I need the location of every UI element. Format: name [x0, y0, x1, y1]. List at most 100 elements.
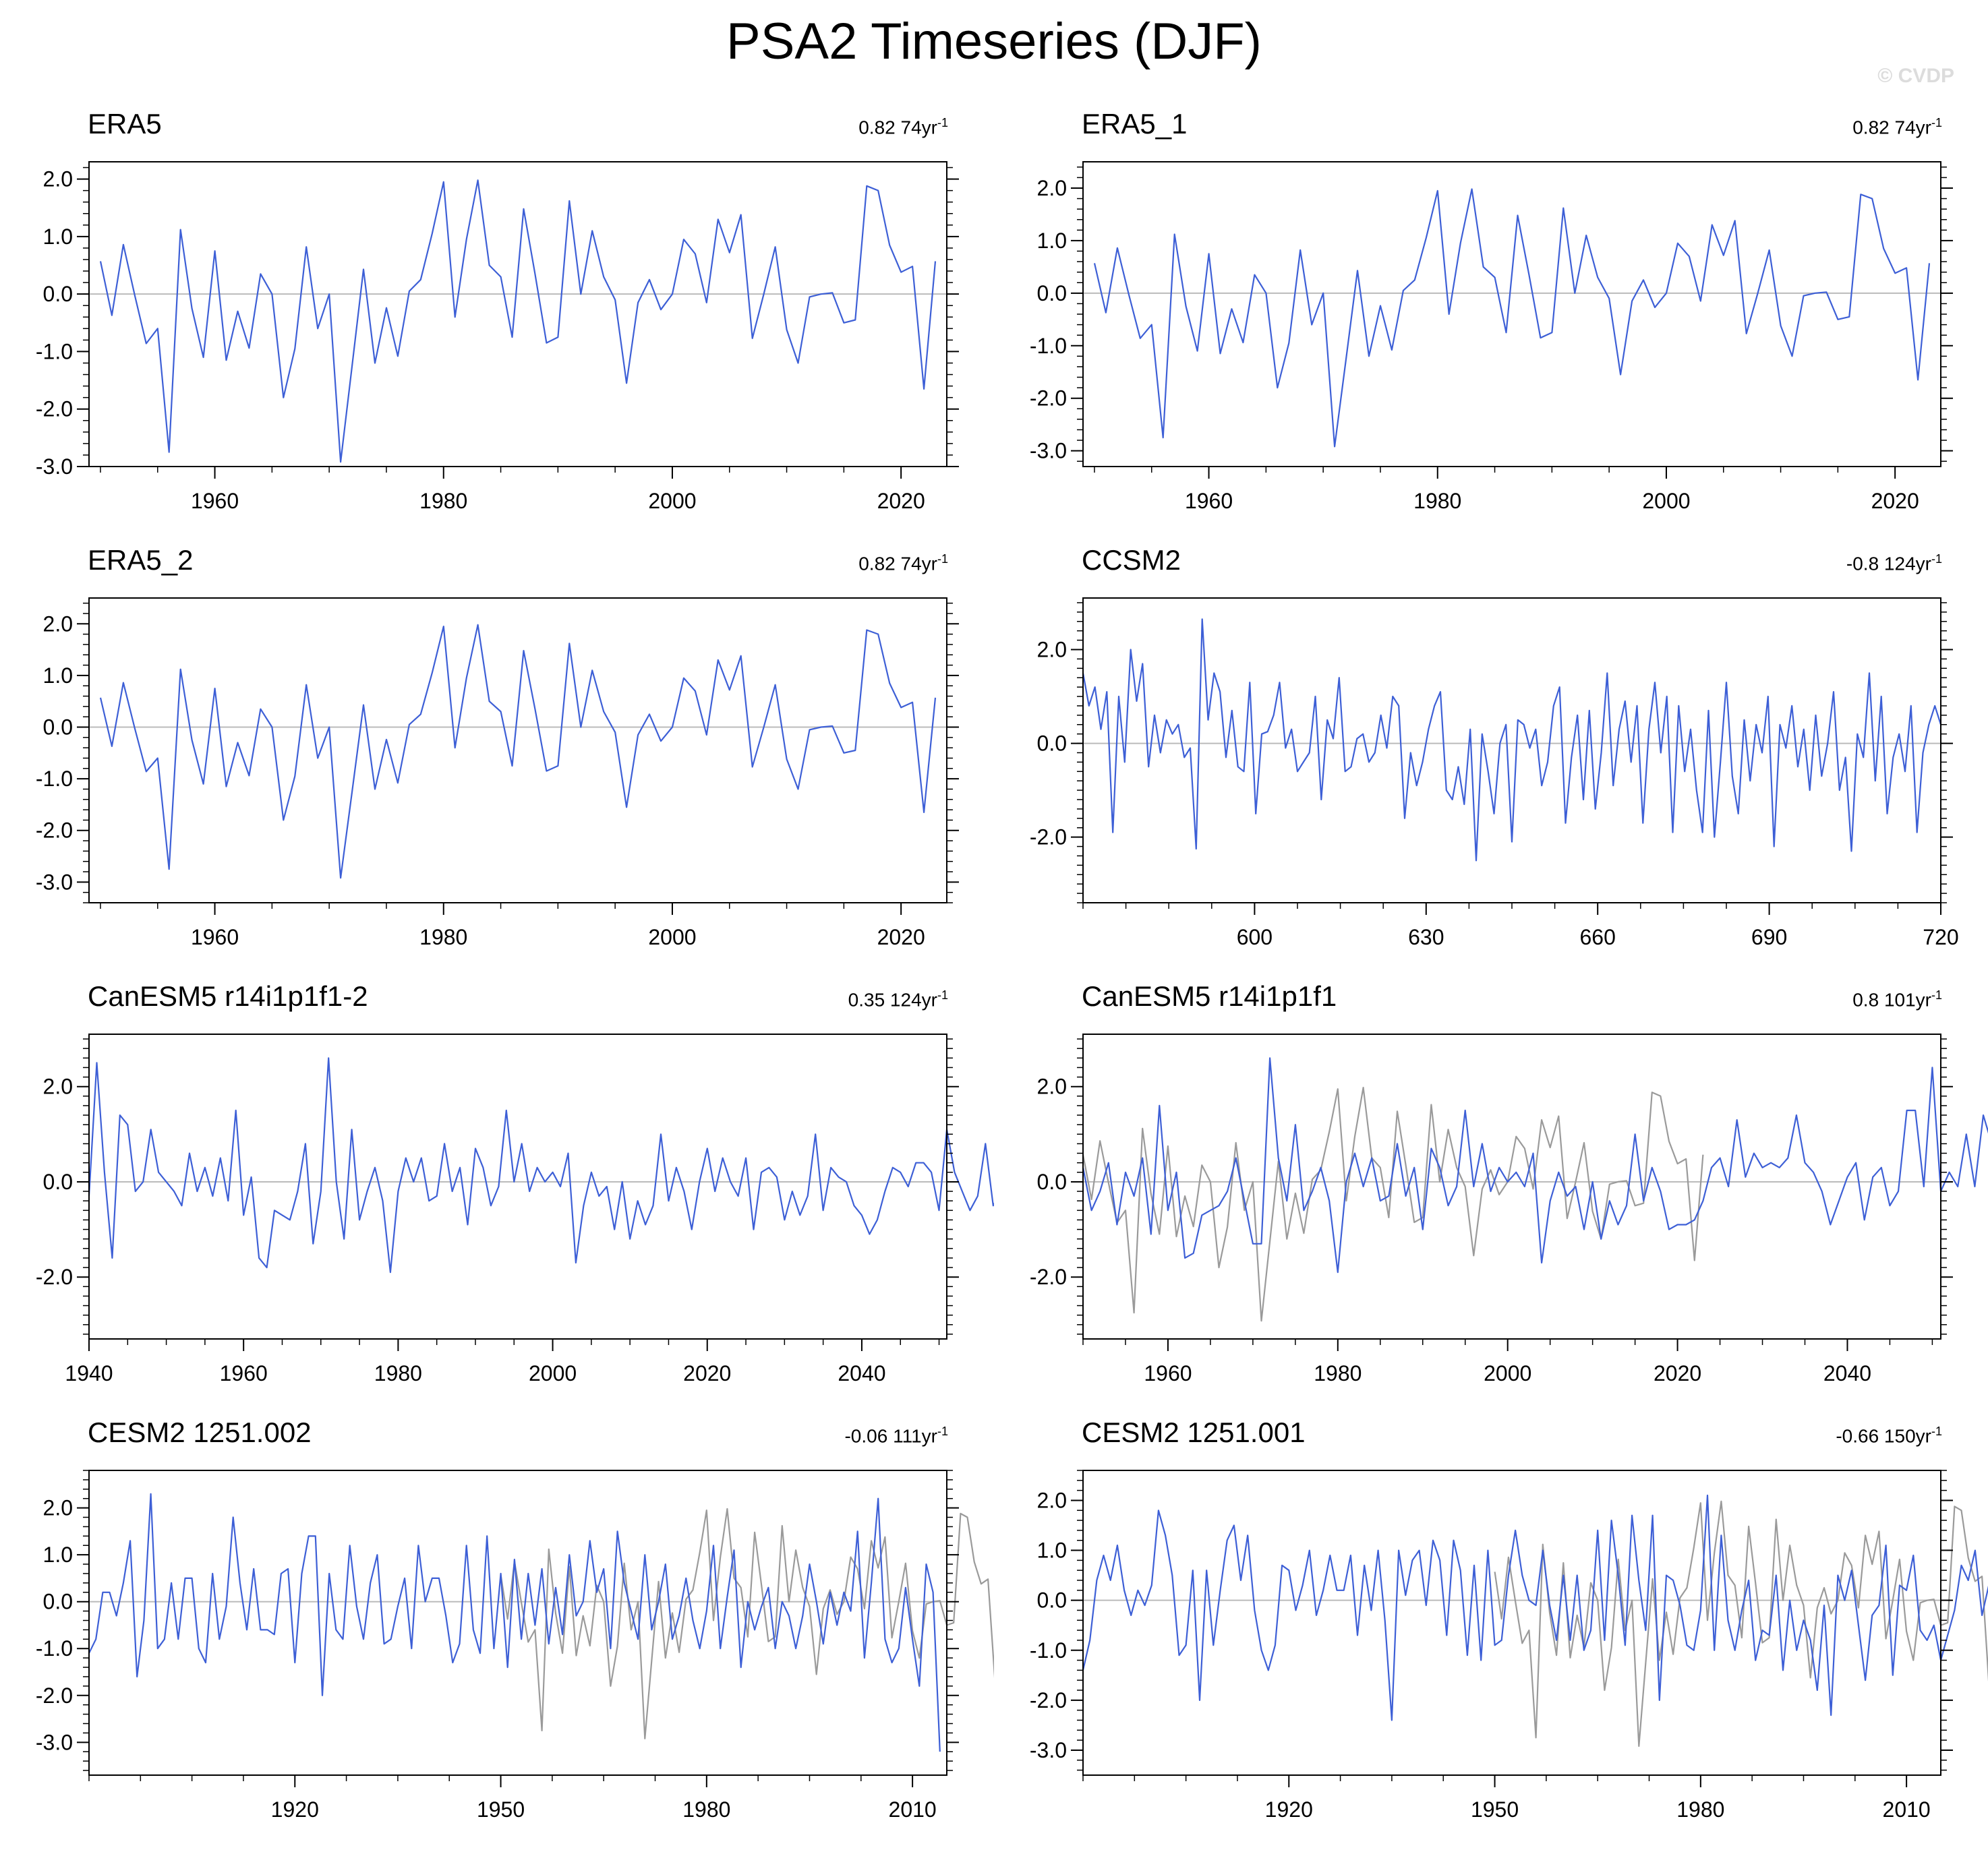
- x-tick-label: 2020: [877, 489, 925, 513]
- panel-era5-1: ERA5_1 0.82 74yr-1 -3.0 -2.0 -1.0 0.0 1.0 2.0…: [994, 101, 1988, 539]
- panel-title: ERA5_1: [1082, 108, 1188, 140]
- plot-area: -2.0 0.0 2.0 1960 1980 2000 2020 2040: [1030, 1034, 1988, 1385]
- y-tick-label: 1.0: [43, 1543, 73, 1567]
- x-tick-label: 1920: [1265, 1797, 1313, 1822]
- y-tick-label: -2.0: [1030, 1265, 1067, 1289]
- stat-exponent: -1: [1931, 1425, 1942, 1438]
- panel-cesm2-1251-002: CESM2 1251.002 -0.06 111yr-1 -3.0 -2.0 -1.…: [0, 1410, 994, 1848]
- y-tick-label: -1.0: [1030, 334, 1067, 358]
- y-tick-label: -1.0: [36, 339, 73, 363]
- series-line-era5: [500, 1507, 994, 1739]
- x-tick-label: 2000: [1484, 1361, 1531, 1385]
- x-tick-label: 1960: [191, 925, 239, 949]
- x-tick-label: 1960: [220, 1361, 268, 1385]
- plot-frame: [1082, 161, 1941, 467]
- panel-ccsm2: CCSM2 -0.8 124yr-1 -2.0 0.0 2.0 600 630 660 69…: [994, 537, 1988, 976]
- y-tick-label: -2.0: [36, 397, 73, 421]
- stat-value: 0.82 74: [858, 117, 922, 138]
- y-tick-label: -1.0: [36, 767, 73, 791]
- y-tick-label: 1.0: [1037, 1539, 1067, 1563]
- x-tick-label: 2000: [648, 489, 696, 513]
- x-tick-label: 2010: [1883, 1797, 1931, 1822]
- panel-canesm5-r14i1p1f1: CanESM5 r14i1p1f1 0.8 101yr-1 -2.0 0.0 2.0…: [994, 974, 1988, 1412]
- y-tick-label: 0.0: [43, 1170, 73, 1194]
- y-tick-label: -3.0: [36, 870, 73, 894]
- x-tick-label: 630: [1408, 925, 1444, 949]
- page-title: PSA2 Timeseries (DJF): [726, 13, 1262, 70]
- y-tick-label: 1.0: [1037, 229, 1067, 253]
- y-tick-label: 0.0: [1037, 1588, 1067, 1613]
- series-line-cesm2-1251-001: [1082, 1494, 1988, 1721]
- panel-stat: -0.66 150yr-1: [1836, 1418, 1942, 1450]
- plot-area: -3.0 -2.0 -1.0 0.0 1.0 2.0 1960 1980 2000 2020: [36, 597, 959, 949]
- x-tick-label: 1950: [477, 1797, 525, 1822]
- panel-title: CanESM5 r14i1p1f1-2: [88, 980, 368, 1012]
- plot-frame: [1082, 1034, 1941, 1340]
- y-tick-label: 2.0: [1037, 176, 1067, 200]
- stat-unit: yr: [921, 1425, 937, 1447]
- y-tick-label: 0.0: [43, 1590, 73, 1614]
- plot-frame: [88, 1034, 947, 1340]
- panel-stat: -0.06 111yr-1: [844, 1418, 948, 1450]
- y-tick-label: 0.0: [1037, 281, 1067, 305]
- panel-era5: ERA5 0.82 74yr-1 -3.0 -2.0 -1.0 0.0 1.0 2.0 19…: [0, 101, 994, 539]
- watermark: © CVDP: [1877, 65, 1954, 87]
- series-line-era5: [99, 179, 937, 463]
- x-tick-label: 1940: [65, 1361, 113, 1385]
- y-tick-label: 2.0: [1037, 637, 1067, 661]
- plot-frame: [1082, 1470, 1941, 1776]
- stat-unit: yr: [1915, 989, 1931, 1011]
- plot-area: -2.0 0.0 2.0 600 630 660 690 720: [1030, 597, 1959, 949]
- x-tick-label: 2010: [889, 1797, 937, 1822]
- stat-value: -0.06 111: [844, 1425, 922, 1447]
- y-tick-label: 2.0: [43, 167, 73, 191]
- x-tick-label: 2020: [683, 1361, 731, 1385]
- y-tick-label: 0.0: [43, 282, 73, 306]
- panel-title: CESM2 1251.002: [88, 1416, 312, 1448]
- x-tick-label: 1960: [1144, 1361, 1192, 1385]
- stat-value: -0.66 150: [1836, 1425, 1916, 1447]
- panel-stat: 0.82 74yr-1: [1852, 109, 1942, 141]
- stat-exponent: -1: [937, 116, 948, 129]
- series-line-canesm5-r14i1p1f1: [1082, 1057, 1988, 1274]
- panel-cesm2-1251-001: CESM2 1251.001 -0.66 150yr-1 -3.0 -2.0 -1.…: [994, 1410, 1988, 1848]
- stat-value: 0.35 124: [848, 989, 922, 1011]
- y-tick-label: -2.0: [36, 818, 73, 843]
- y-tick-label: 0.0: [43, 715, 73, 740]
- y-tick-label: 2.0: [43, 611, 73, 636]
- plot-area: -2.0 0.0 2.0 1940 1960 1980 2000 2020 2040: [36, 1034, 994, 1385]
- y-tick-label: -3.0: [36, 454, 73, 479]
- x-tick-label: 2020: [877, 925, 925, 949]
- x-tick-label: 1980: [419, 925, 467, 949]
- y-tick-label: -3.0: [1030, 1738, 1067, 1762]
- x-tick-label: 1950: [1471, 1797, 1519, 1822]
- plot-area: -3.0 -2.0 -1.0 0.0 1.0 2.0 1960 1980 2000 2020: [36, 161, 959, 513]
- stat-value: 0.82 74: [858, 553, 922, 574]
- panel-title: CanESM5 r14i1p1f1: [1082, 980, 1337, 1012]
- x-tick-label: 1980: [1314, 1361, 1362, 1385]
- x-tick-label: 1980: [419, 489, 467, 513]
- stat-unit: yr: [1915, 1425, 1931, 1447]
- panel-stat: -0.8 124yr-1: [1846, 545, 1942, 577]
- y-tick-label: -3.0: [1030, 439, 1067, 463]
- y-tick-label: 1.0: [43, 663, 73, 688]
- panel-stat: 0.82 74yr-1: [858, 109, 948, 141]
- y-tick-label: 2.0: [1037, 1488, 1067, 1512]
- series-line-era5-1: [1093, 188, 1931, 448]
- y-tick-label: -2.0: [1030, 1688, 1067, 1712]
- y-tick-label: 0.0: [1037, 731, 1067, 756]
- series-line-cesm2-1251-002: [88, 1493, 941, 1752]
- stat-value: 0.8 101: [1852, 989, 1916, 1011]
- y-tick-label: 0.0: [1037, 1170, 1067, 1194]
- stat-exponent: -1: [937, 988, 948, 1002]
- stat-exponent: -1: [937, 552, 948, 566]
- panel-title: CCSM2: [1082, 544, 1181, 576]
- x-tick-label: 1980: [682, 1797, 730, 1822]
- x-tick-label: 690: [1751, 925, 1787, 949]
- y-tick-label: 2.0: [43, 1496, 73, 1520]
- stat-value: -0.8 124: [1846, 553, 1916, 574]
- y-tick-label: -1.0: [1030, 1638, 1067, 1663]
- stat-unit: yr: [921, 553, 937, 574]
- plot-area: -3.0 -2.0 -1.0 0.0 1.0 2.0 1920 1950 1980 2010: [1030, 1470, 1988, 1822]
